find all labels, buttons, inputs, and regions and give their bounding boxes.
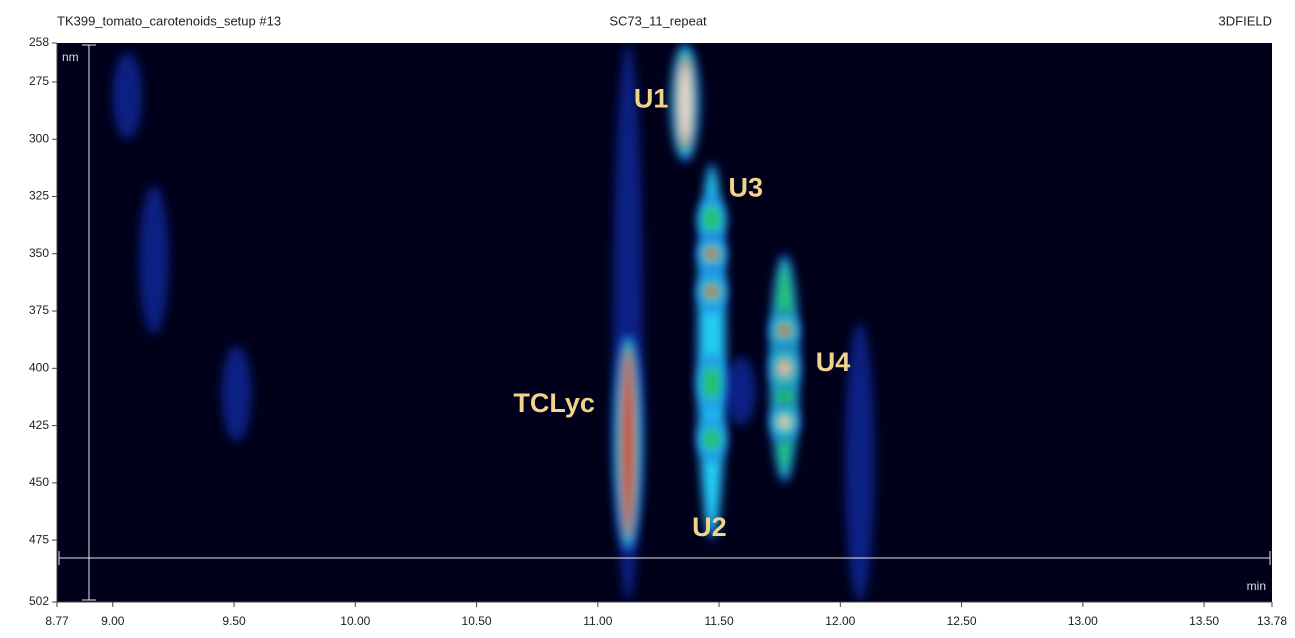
peak-label: U1 (634, 83, 669, 113)
peak-blob (696, 235, 727, 273)
x-tick-label: 13.50 (1189, 614, 1219, 628)
blob-layer (780, 417, 789, 428)
blob-layer (702, 366, 721, 400)
blob-layer (112, 52, 143, 140)
peak-label: U4 (816, 347, 851, 377)
peak-blob (670, 43, 701, 163)
field-layer (112, 43, 875, 602)
header-left: TK399_tomato_carotenoids_setup #13 (57, 13, 281, 28)
x-tick-label: 12.00 (825, 614, 855, 628)
x-tick-label: 8.77 (45, 614, 69, 628)
peak-blob (696, 196, 727, 243)
y-tick-label: 325 (29, 189, 49, 203)
peak-blob (221, 345, 252, 442)
y-tick-label: 275 (29, 74, 49, 88)
blob-layer (681, 63, 690, 143)
peak-blob (844, 322, 875, 602)
peak-blob (769, 402, 800, 442)
blob-layer (705, 248, 718, 259)
peak-blob (139, 185, 170, 334)
x-axis-unit: min (1247, 579, 1266, 593)
y-tick-label: 300 (29, 131, 49, 145)
y-tick-label: 425 (29, 418, 49, 432)
y-axis-unit: nm (62, 50, 79, 64)
y-tick-label: 400 (29, 360, 49, 374)
y-tick-label: 450 (29, 475, 49, 489)
peak-blob (696, 418, 727, 460)
peak-blob (769, 311, 800, 350)
peak-blob (613, 333, 644, 552)
y-tick-label: 258 (29, 35, 49, 49)
blob-layer (778, 325, 791, 336)
blob-layer (780, 363, 789, 374)
blob-layer (844, 322, 875, 602)
header-right: 3DFIELD (1219, 13, 1272, 28)
blob-layer (622, 348, 635, 537)
peak-blob (696, 272, 727, 312)
y-tick-label: 475 (29, 532, 49, 546)
axes: 258 275 300 325 350 375 400 425 450 475 502 8.77 9.0… (29, 35, 1287, 628)
y-tick-label: 350 (29, 246, 49, 260)
peak-label: U2 (692, 512, 727, 542)
peak-blob (696, 356, 727, 410)
peak-label: U3 (728, 173, 763, 203)
peak-blob (769, 345, 800, 392)
blob-layer (705, 286, 718, 297)
peak-label: TCLyc (513, 388, 595, 418)
cursor (58, 44, 1271, 601)
x-tick-label: 13.78 (1257, 614, 1287, 628)
x-tick-label: 12.50 (947, 614, 977, 628)
y-tick-label: 502 (29, 594, 49, 608)
x-tick-label: 10.50 (462, 614, 492, 628)
chart-title: SC73_11_repeat (609, 13, 707, 28)
peak-blob (112, 52, 143, 140)
blob-layer (725, 356, 756, 426)
x-tick-label: 11.00 (583, 614, 612, 628)
x-tick-label: 13.00 (1068, 614, 1098, 628)
blob-layer (702, 428, 721, 450)
x-tick-label: 11.50 (704, 614, 733, 628)
blob-layer (702, 206, 721, 233)
y-tick-label: 375 (29, 303, 49, 317)
x-tick-label: 9.00 (101, 614, 125, 628)
blob-layer (139, 185, 170, 334)
plot-area (57, 43, 1272, 602)
x-tick-label: 9.50 (222, 614, 246, 628)
peak-blob (725, 356, 756, 426)
blob-layer (221, 345, 252, 442)
x-tick-label: 10.00 (340, 614, 370, 628)
